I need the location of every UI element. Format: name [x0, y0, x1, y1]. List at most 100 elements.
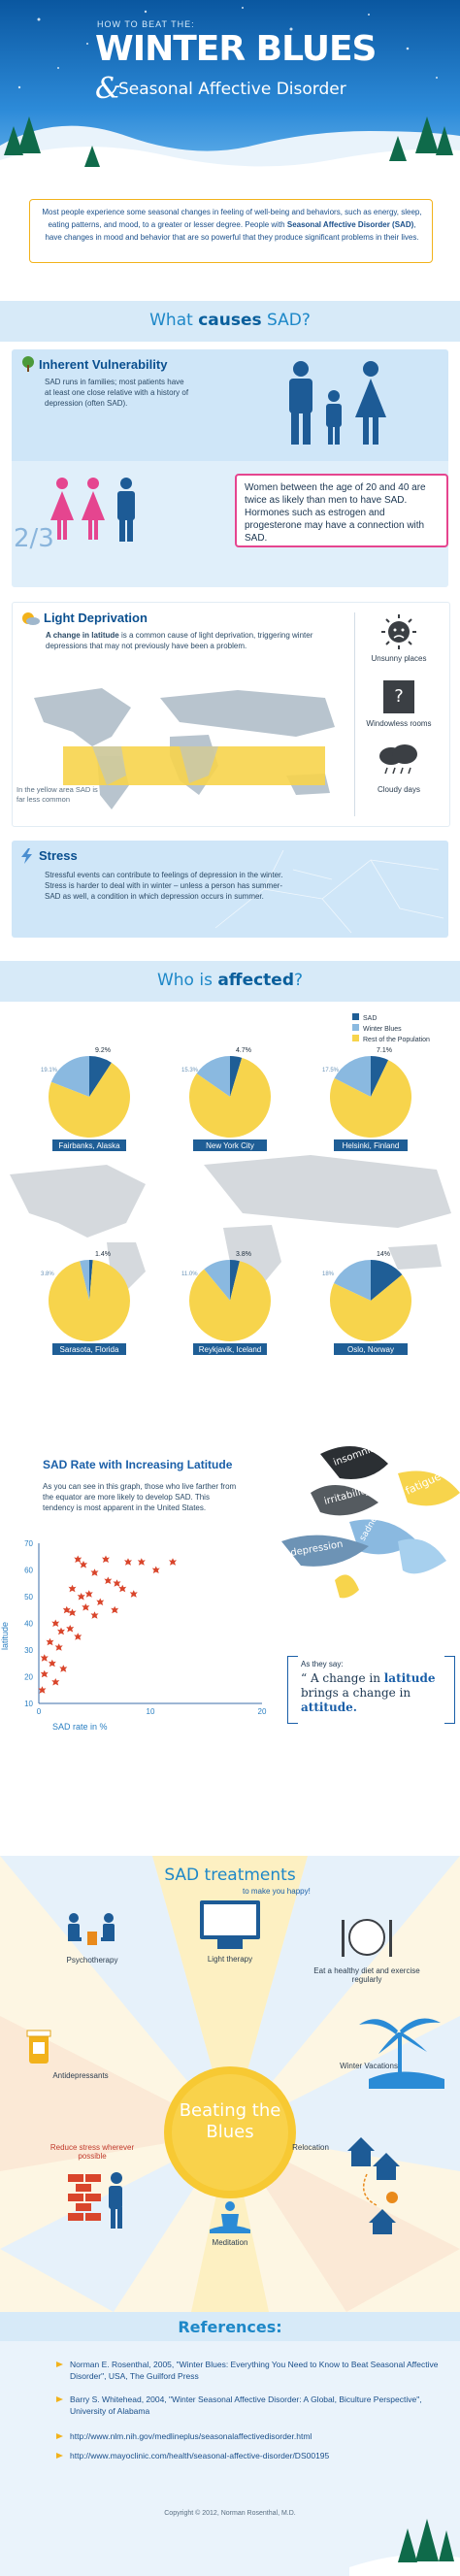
x-tick-label: 20 [258, 1707, 267, 1716]
treatment-reduce-stress: Reduce stress wherever possible [49, 2143, 135, 2161]
pie-slice-winter-blues [334, 1056, 371, 1097]
latitude-title: SAD Rate with Increasing Latitude [43, 1458, 233, 1471]
pie-label-blues: 11.0% [181, 1271, 198, 1277]
scatter-point [57, 1627, 65, 1635]
world-map-sad-zone [34, 688, 335, 809]
legend-winter-blues: Winter Blues [363, 1026, 402, 1033]
references-title: References: [178, 2318, 282, 2336]
scatter-point [96, 1598, 105, 1605]
inherent-title: Inherent Vulnerability [39, 357, 168, 372]
pie-slice-winter-blues [333, 1260, 371, 1301]
pie-slice-rest [188, 1057, 272, 1138]
pie-slice-sad [89, 1056, 112, 1097]
women-men-icon [50, 478, 135, 542]
city-pie-charts: 9.2% 19.1% Fairbanks, Alaska 4.7% 15.3% New Y… [41, 1047, 412, 1355]
scatter-point [40, 1654, 49, 1662]
city-name: Helsinki, Finland [343, 1141, 400, 1150]
scatter-point [151, 1566, 160, 1573]
palm-tree-icon [359, 2018, 444, 2089]
inherent-vulnerability-panel: Inherent Vulnerability SAD runs in famil… [12, 349, 448, 587]
latitude-scatter-chart: 10 20 30 40 50 60 70 0 10 20 [24, 1539, 267, 1716]
crack-texture [214, 849, 444, 934]
pie-label-blues: 15.3% [181, 1068, 199, 1073]
pie-slice-winter-blues [196, 1056, 230, 1097]
map-caption: In the yellow area SAD is far less commo… [16, 785, 98, 804]
fraction-label: 2/3 [14, 524, 54, 553]
references-section [0, 2312, 460, 2576]
scatter-point [90, 1569, 99, 1576]
unhappy-sun-icon [381, 614, 416, 649]
pie-slice-sad [230, 1056, 243, 1097]
header-banner: HOW TO BEAT THE: WINTER BLUES & Seasonal… [0, 0, 460, 182]
breaking-wall-icon [68, 2172, 122, 2229]
y-tick-label: 70 [24, 1539, 33, 1548]
header-pretitle: HOW TO BEAT THE: [97, 19, 195, 29]
pie-slice-sad [230, 1260, 240, 1301]
treatments-subtitle: to make you happy! [243, 1887, 311, 1896]
svg-text:?: ? [394, 686, 404, 707]
copyright: Copyright © 2012, Norman Rosenthal, M.D. [164, 2510, 296, 2517]
world-map-background [10, 1155, 451, 1291]
pie-label-sad: 4.7% [236, 1047, 251, 1054]
header-ampersand: & [95, 72, 121, 106]
light-text: A change in latitude is a common cause o… [46, 631, 313, 650]
footer-trees [349, 2519, 460, 2576]
symptom-leaves-illustration: insomnia irritability sadness fatigue de… [281, 1443, 460, 1599]
pill-bottle-icon [26, 2030, 51, 2064]
scatter-point [77, 1593, 85, 1601]
city-label-bg [334, 1139, 408, 1151]
city-label-bg [193, 1139, 267, 1151]
intro-text: Most people experience some seasonal cha… [42, 208, 422, 242]
treatment-light-therapy: Light therapy [207, 1955, 253, 1964]
scatter-point [104, 1576, 113, 1584]
scatter-point [111, 1605, 119, 1614]
psychotherapy-icon [68, 1913, 115, 1945]
pie-label-sad: 3.8% [236, 1251, 251, 1258]
pie-slice-sad [371, 1260, 403, 1301]
pie-slice-rest [48, 1260, 130, 1341]
y-tick-label: 60 [24, 1567, 33, 1575]
header-title: WINTER BLUES [95, 29, 377, 69]
pie-label-blues: 17.5% [322, 1068, 340, 1073]
scatter-point [48, 1659, 56, 1668]
light-title: Light Deprivation [44, 611, 148, 625]
pie-slice-rest [188, 1261, 271, 1341]
scatter-point [62, 1605, 71, 1614]
lightning-icon [21, 848, 32, 864]
scatter-point [68, 1584, 77, 1593]
stress-panel: Stress Stressful events can contribute t… [12, 841, 448, 938]
quote-block: As they say: “ A change in latitude brin… [287, 1656, 455, 1724]
y-tick-label: 30 [24, 1646, 33, 1655]
quote-intro: As they say: [301, 1660, 344, 1668]
city-name: Oslo, Norway [347, 1345, 394, 1354]
legend-rest: Rest of the Population [363, 1037, 430, 1043]
scatter-point [74, 1633, 82, 1640]
pie-slice-rest [48, 1062, 130, 1138]
scatter-point [54, 1643, 63, 1651]
pie-label-sad: 9.2% [95, 1047, 111, 1054]
treatments-title: SAD treatments [164, 1866, 296, 1885]
y-tick-label: 10 [24, 1700, 33, 1708]
reference-item: Barry S. Whitehead, 2004, "Winter Season… [56, 2394, 439, 2417]
scatter-point [46, 1637, 54, 1646]
scatter-point [90, 1611, 99, 1619]
pie-legend: SAD Winter Blues Rest of the Population [352, 1013, 430, 1045]
intro-box: Most people experience some seasonal cha… [29, 199, 433, 263]
scatter-point [82, 1603, 90, 1611]
city-label-bg [52, 1139, 126, 1151]
legend-sad: SAD [363, 1015, 378, 1022]
city-name: New York City [206, 1141, 254, 1150]
reference-item: Norman E. Rosenthal, 2005, "Winter Blues… [56, 2360, 439, 2381]
latitude-text: As you can see in this graph, those who … [43, 1482, 237, 1512]
pie-label-sad: 14% [377, 1251, 390, 1258]
treatment-winter-vacations: Winter Vacations [340, 2062, 398, 2070]
reference-link[interactable]: http://www.nlm.nih.gov/medlineplus/seaso… [56, 2430, 439, 2442]
scatter-point [74, 1555, 82, 1563]
treatment-meditation: Meditation [212, 2238, 248, 2247]
light-therapy-icon [200, 1900, 260, 1949]
reference-link[interactable]: http://www.mayoclinic.com/health/seasona… [56, 2450, 439, 2461]
legend-swatch-blues [352, 1024, 359, 1031]
city-label-bg [193, 1343, 267, 1355]
pie-label-blues: 19.1% [41, 1068, 58, 1073]
scatter-point [129, 1590, 138, 1598]
